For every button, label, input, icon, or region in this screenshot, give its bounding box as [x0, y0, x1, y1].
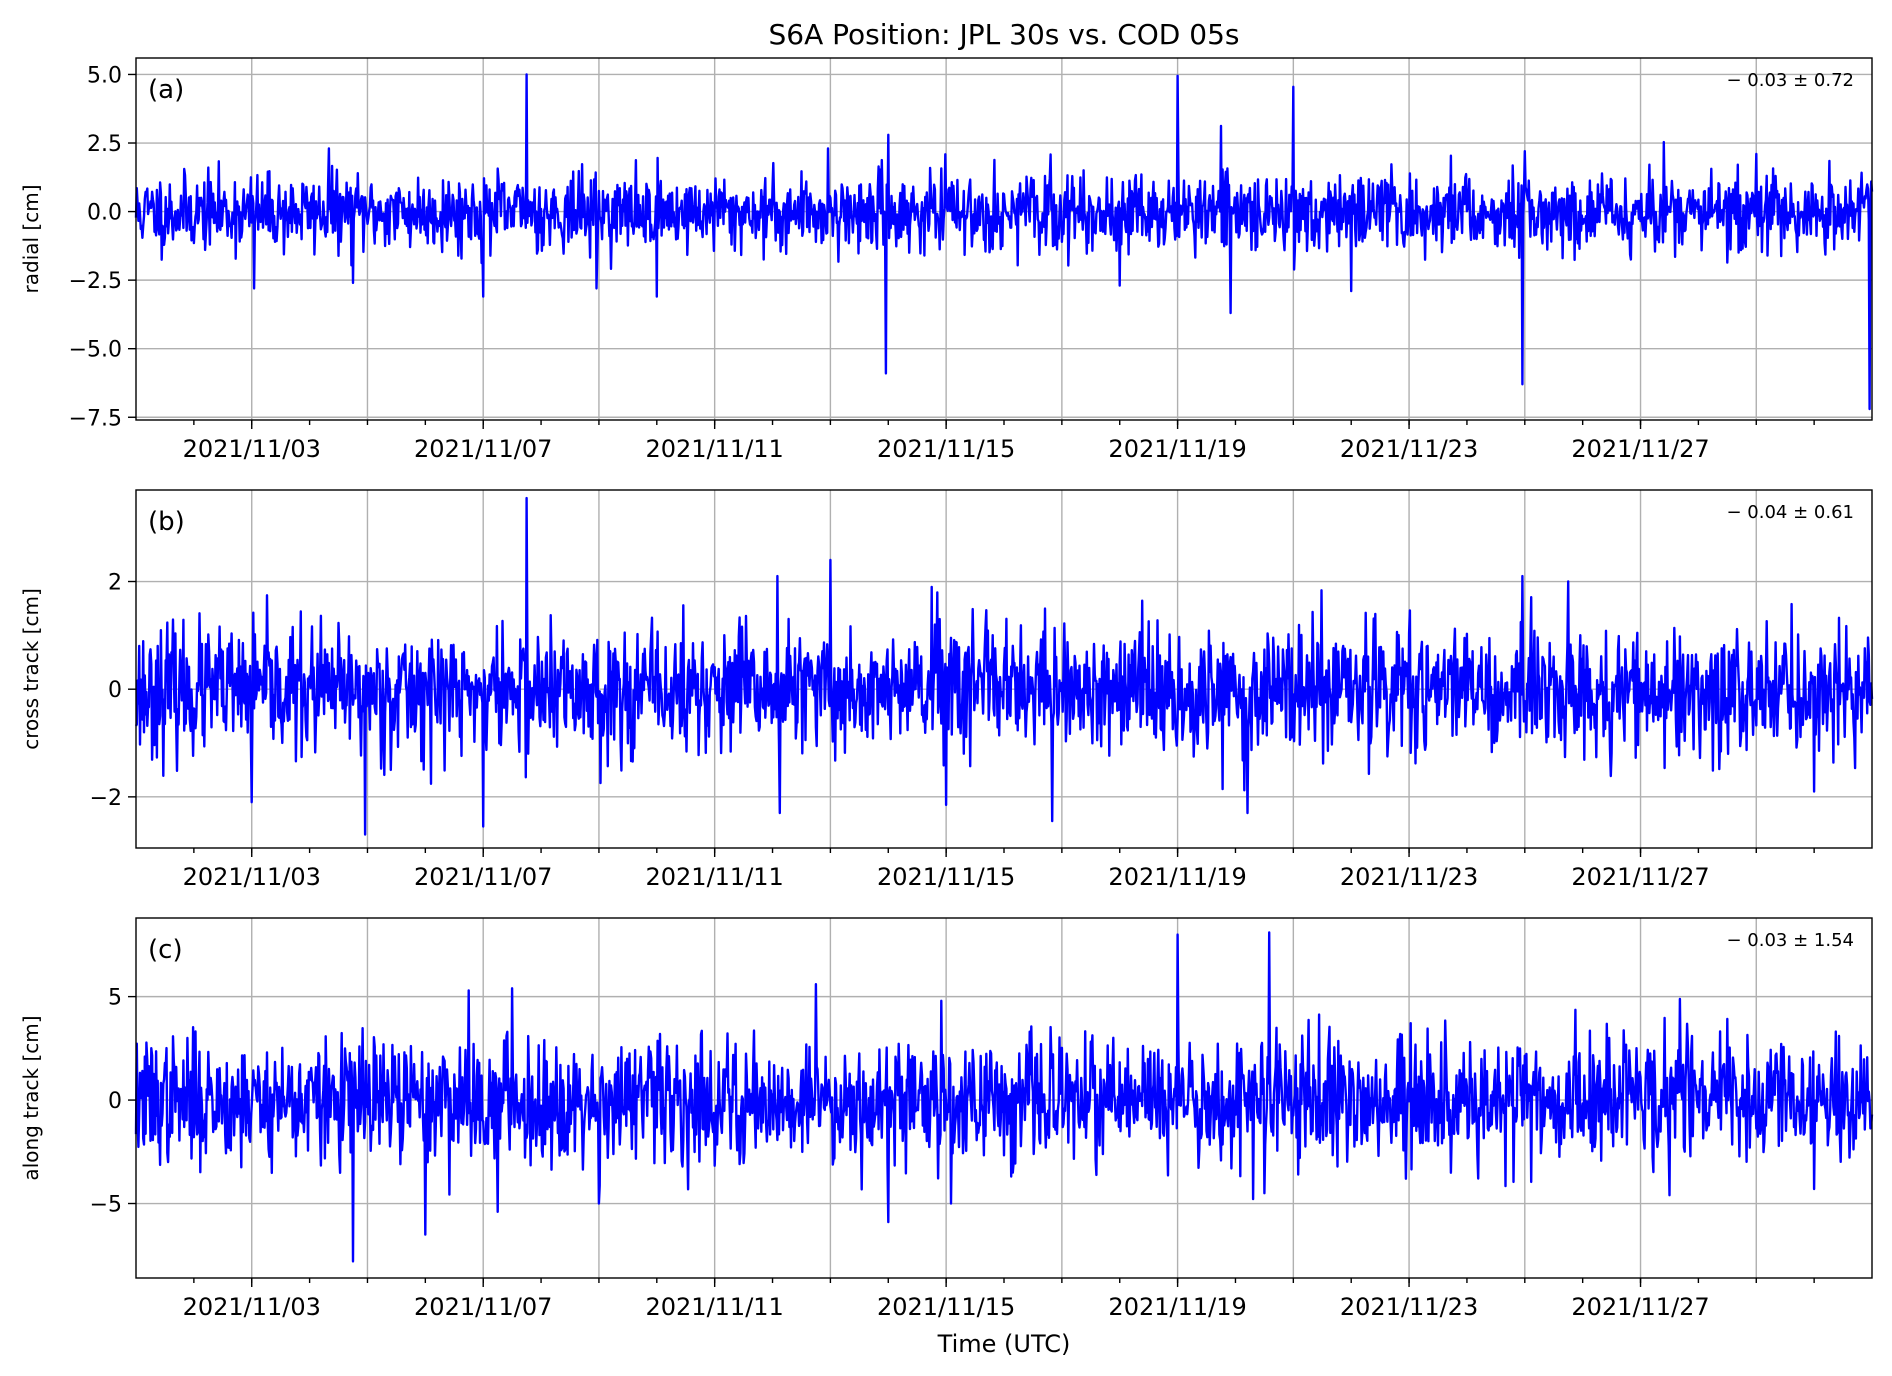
x-tick-label: 2021/11/15 [877, 863, 1015, 891]
x-tick-label: 2021/11/03 [183, 1293, 321, 1321]
series-line [134, 73, 1874, 411]
x-tick-label: 2021/11/19 [1108, 1293, 1246, 1321]
stats-annotation: − 0.03 ± 1.54 [1727, 930, 1855, 951]
x-tick-label: 2021/11/15 [877, 435, 1015, 463]
x-tick-label: 2021/11/23 [1340, 435, 1478, 463]
x-tick-label: 2021/11/11 [646, 863, 784, 891]
panel-1: 5.0 2.5 0.0 −2.5 −5.0 −7.5 2021/11/03 2021/11/0… [19, 57, 1874, 463]
panel-3: 5 0 −5 2021/11/03 2021/11/07 2021/11/11 2021/1… [19, 917, 1874, 1321]
x-tick-label: 2021/11/11 [646, 435, 784, 463]
y-tick-label: −5 [90, 1193, 122, 1218]
y-tick-label: 5.0 [87, 63, 122, 88]
x-tick-label: 2021/11/19 [1108, 435, 1246, 463]
figure-title: S6A Position: JPL 30s vs. COD 05s [769, 18, 1240, 51]
y-tick-label: 2 [108, 571, 122, 596]
y-tick-label: 2.5 [87, 132, 122, 157]
y-tick-label: −2.5 [69, 269, 122, 294]
x-tick-label: 2021/11/23 [1340, 863, 1478, 891]
x-axis-label: Time (UTC) [937, 1330, 1071, 1358]
panel-label: (a) [148, 75, 184, 105]
x-tick-label: 2021/11/23 [1340, 1293, 1478, 1321]
y-tick-label: 5 [108, 986, 122, 1011]
panel-label: (b) [148, 507, 185, 537]
y-tick-label: −2 [90, 786, 122, 811]
panel-2: 2 0 −2 2021/11/03 2021/11/07 2021/11/11 2021/1… [19, 489, 1874, 891]
x-tick-label: 2021/11/11 [646, 1293, 784, 1321]
y-axis-label: along track [cm] [19, 1015, 43, 1180]
x-tick-label: 2021/11/27 [1571, 435, 1709, 463]
y-axis-label: cross track [cm] [19, 588, 43, 750]
x-tick-label: 2021/11/27 [1571, 1293, 1709, 1321]
x-tick-label: 2021/11/27 [1571, 863, 1709, 891]
x-tick-label: 2021/11/07 [414, 435, 552, 463]
panels: 5.0 2.5 0.0 −2.5 −5.0 −7.5 2021/11/03 2021/11/0… [19, 57, 1874, 1321]
x-tick-label: 2021/11/15 [877, 1293, 1015, 1321]
y-tick-label: −7.5 [69, 406, 122, 431]
y-tick-label: −5.0 [69, 338, 122, 363]
y-axis-label: radial [cm] [19, 185, 43, 294]
x-tick-label: 2021/11/07 [414, 863, 552, 891]
x-tick-label: 2021/11/07 [414, 1293, 552, 1321]
series-line [134, 496, 1874, 836]
y-tick-label: 0 [108, 678, 122, 703]
x-tick-label: 2021/11/03 [183, 863, 321, 891]
y-tick-label: 0.0 [87, 201, 122, 226]
axes-frame [135, 57, 1873, 421]
stats-annotation: − 0.04 ± 0.61 [1727, 502, 1855, 523]
x-tick-label: 2021/11/03 [183, 435, 321, 463]
x-tick-label: 2021/11/19 [1108, 863, 1246, 891]
series-line [134, 931, 1874, 1263]
y-tick-label: 0 [108, 1089, 122, 1114]
panel-label: (c) [148, 935, 183, 965]
stats-annotation: − 0.03 ± 0.72 [1727, 70, 1855, 91]
